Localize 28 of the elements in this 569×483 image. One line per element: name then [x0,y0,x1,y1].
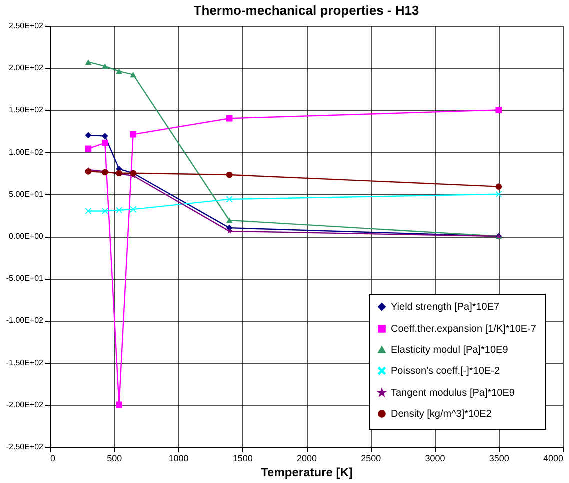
legend-label: Density [kg/m^3]*10E2 [391,409,492,420]
legend-label: Coeff.ther.expansion [1/K]*10E-7 [391,324,537,335]
legend-label: Tangent modulus [Pa]*10E9 [391,388,516,399]
y-tick-label: -5.00E+01 [6,274,44,284]
y-tick-label: 0.00E+00 [9,232,44,241]
x-tick-label: 3500 [489,454,510,464]
y-tick-label: 2.00E+02 [9,64,44,73]
chart-title: Thermo-mechanical properties - H13 [194,3,420,18]
y-tick-label: -1.50E+02 [6,358,44,368]
y-tick-label: 1.50E+02 [9,106,44,115]
y-tick-label: 5.00E+01 [9,190,44,199]
y-tick-label: 2.50E+02 [9,22,44,30]
legend-label: Yield strength [Pa]*10E7 [391,302,500,313]
y-tick-label: -1.00E+02 [6,316,44,326]
x-tick-label: 0 [50,454,56,464]
x-tick-label: 500 [107,454,122,464]
x-tick-label: 3000 [425,454,446,464]
x-tick-label: 1500 [232,454,253,464]
y-tick-label: -2.00E+02 [6,400,44,410]
x-axis-title: Temperature [K] [261,466,353,480]
x-tick-label: 2000 [296,454,318,464]
x-tick-label: 4000 [543,454,564,464]
x-tick-label: 2500 [361,454,382,464]
y-tick-label: 1.00E+02 [9,148,44,157]
legend-label: Elasticity modul [Pa]*10E9 [391,345,509,356]
x-tick-label: 1000 [168,454,189,464]
y-tick-label: -2.50E+02 [6,442,44,452]
legend-label: Poisson's coeff.[-]*10E-2 [391,366,500,377]
